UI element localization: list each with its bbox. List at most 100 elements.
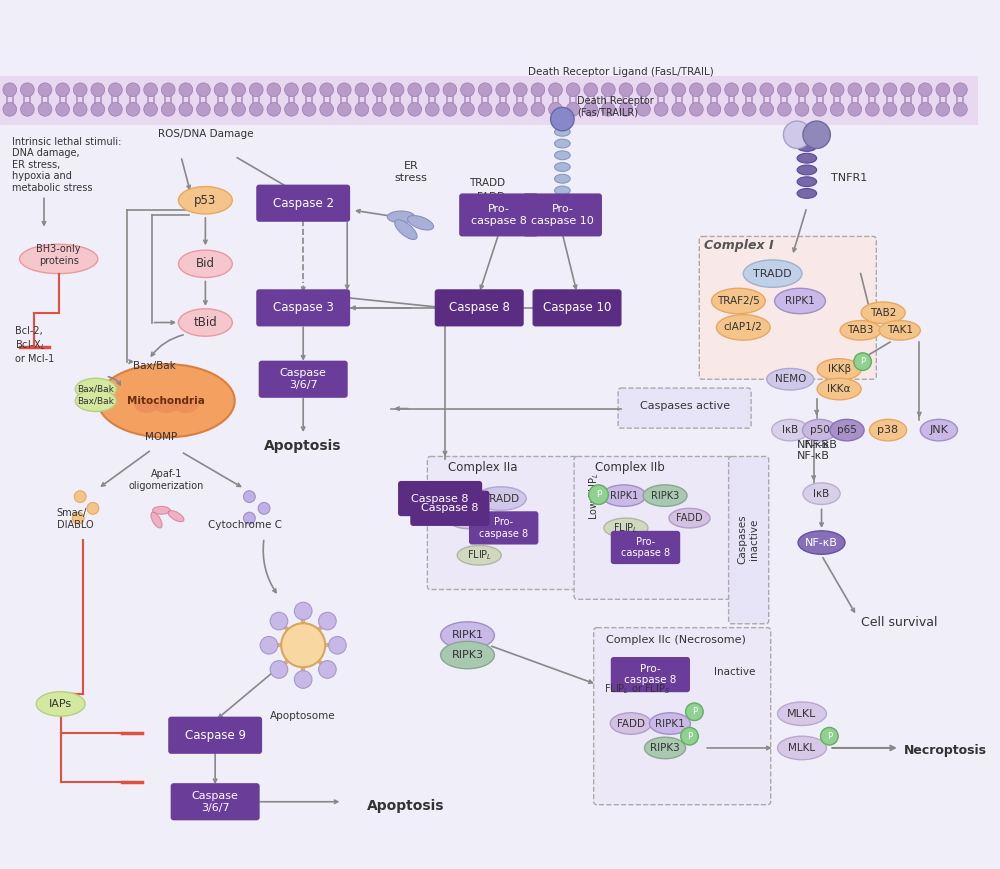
Text: P: P [860, 357, 865, 366]
Text: TRAF2/5: TRAF2/5 [717, 296, 760, 306]
Circle shape [681, 727, 698, 745]
Text: p50: p50 [810, 425, 829, 435]
Circle shape [91, 103, 105, 116]
Circle shape [830, 83, 844, 96]
Text: NF-κB: NF-κB [805, 538, 838, 547]
FancyBboxPatch shape [699, 236, 876, 379]
FancyBboxPatch shape [729, 456, 769, 624]
Text: MOMP: MOMP [145, 432, 177, 441]
Text: RIPK1: RIPK1 [451, 631, 483, 640]
Circle shape [21, 103, 34, 116]
Text: Caspases
inactive: Caspases inactive [737, 514, 759, 565]
FancyBboxPatch shape [459, 194, 538, 236]
Circle shape [813, 83, 826, 96]
Circle shape [690, 83, 703, 96]
Text: Apoptosis: Apoptosis [264, 439, 342, 453]
Text: IAPs: IAPs [49, 699, 72, 709]
Text: Inactive: Inactive [714, 667, 755, 677]
Text: FADD: FADD [477, 192, 505, 202]
Text: P: P [596, 490, 601, 499]
Ellipse shape [743, 260, 802, 288]
Text: Complex IIa: Complex IIa [448, 461, 517, 474]
Circle shape [443, 103, 457, 116]
Text: IκB: IκB [813, 488, 830, 499]
Circle shape [461, 103, 474, 116]
Text: IKKα: IKKα [827, 384, 851, 394]
Text: FLIP$_L$ or FLIP$_S$: FLIP$_L$ or FLIP$_S$ [604, 682, 671, 696]
Circle shape [390, 103, 404, 116]
Text: Apoptosis: Apoptosis [367, 799, 444, 813]
Text: ROS/DNA Damage: ROS/DNA Damage [158, 129, 253, 139]
Ellipse shape [772, 420, 809, 441]
Circle shape [619, 83, 633, 96]
Circle shape [954, 83, 967, 96]
Ellipse shape [174, 398, 198, 413]
FancyBboxPatch shape [523, 194, 602, 236]
Ellipse shape [775, 289, 825, 314]
Circle shape [566, 83, 580, 96]
Text: NEMO: NEMO [775, 375, 806, 384]
Circle shape [901, 103, 914, 116]
Circle shape [795, 103, 809, 116]
Ellipse shape [457, 546, 501, 565]
Circle shape [91, 83, 105, 96]
Circle shape [320, 83, 334, 96]
Circle shape [813, 103, 826, 116]
Text: Caspase 8: Caspase 8 [421, 503, 479, 514]
Text: tBid: tBid [194, 316, 217, 329]
Ellipse shape [387, 211, 415, 222]
Text: FLIP$_L$: FLIP$_L$ [613, 521, 639, 534]
Circle shape [73, 83, 87, 96]
Circle shape [337, 83, 351, 96]
Text: Pro-
caspase 8: Pro- caspase 8 [624, 664, 677, 686]
Ellipse shape [441, 641, 494, 669]
Circle shape [954, 103, 967, 116]
Text: Intrinsic lethal stimuli:
DNA damage,
ER stress,
hypoxia and
metabolic stress: Intrinsic lethal stimuli: DNA damage, ER… [12, 136, 121, 193]
Circle shape [584, 83, 598, 96]
Circle shape [144, 83, 157, 96]
FancyBboxPatch shape [256, 289, 350, 327]
Ellipse shape [778, 702, 826, 726]
Circle shape [319, 613, 336, 630]
Circle shape [443, 83, 457, 96]
FancyBboxPatch shape [171, 783, 260, 820]
Ellipse shape [36, 692, 85, 716]
Text: JNK: JNK [929, 425, 948, 435]
Circle shape [936, 83, 950, 96]
Text: Pro-
caspase 10: Pro- caspase 10 [531, 204, 594, 226]
Ellipse shape [716, 315, 770, 340]
Text: Caspase
3/6/7: Caspase 3/6/7 [192, 791, 239, 813]
Circle shape [408, 103, 422, 116]
Circle shape [549, 103, 562, 116]
Text: TRADD: TRADD [753, 269, 792, 279]
Circle shape [654, 83, 668, 96]
Text: Pro-
caspase 8: Pro- caspase 8 [621, 537, 670, 558]
Circle shape [179, 83, 193, 96]
FancyBboxPatch shape [410, 491, 489, 526]
FancyBboxPatch shape [618, 388, 751, 428]
Text: Apoptosome: Apoptosome [270, 711, 336, 720]
Ellipse shape [604, 518, 648, 538]
Text: Complex IIb: Complex IIb [595, 461, 664, 474]
Circle shape [725, 83, 738, 96]
Circle shape [161, 103, 175, 116]
Ellipse shape [178, 250, 232, 277]
Circle shape [795, 83, 809, 96]
Ellipse shape [75, 390, 116, 412]
Circle shape [830, 103, 844, 116]
Ellipse shape [840, 321, 881, 340]
Circle shape [707, 103, 721, 116]
Circle shape [584, 103, 598, 116]
Circle shape [373, 83, 386, 96]
Text: Apaf-1
oligomerization: Apaf-1 oligomerization [129, 469, 204, 491]
Circle shape [496, 83, 510, 96]
Circle shape [126, 103, 140, 116]
Circle shape [294, 671, 312, 688]
Text: TRADD: TRADD [483, 494, 519, 503]
Ellipse shape [178, 308, 232, 336]
Circle shape [56, 103, 69, 116]
Ellipse shape [778, 736, 826, 760]
FancyBboxPatch shape [533, 289, 622, 327]
Circle shape [566, 103, 580, 116]
Circle shape [672, 83, 686, 96]
